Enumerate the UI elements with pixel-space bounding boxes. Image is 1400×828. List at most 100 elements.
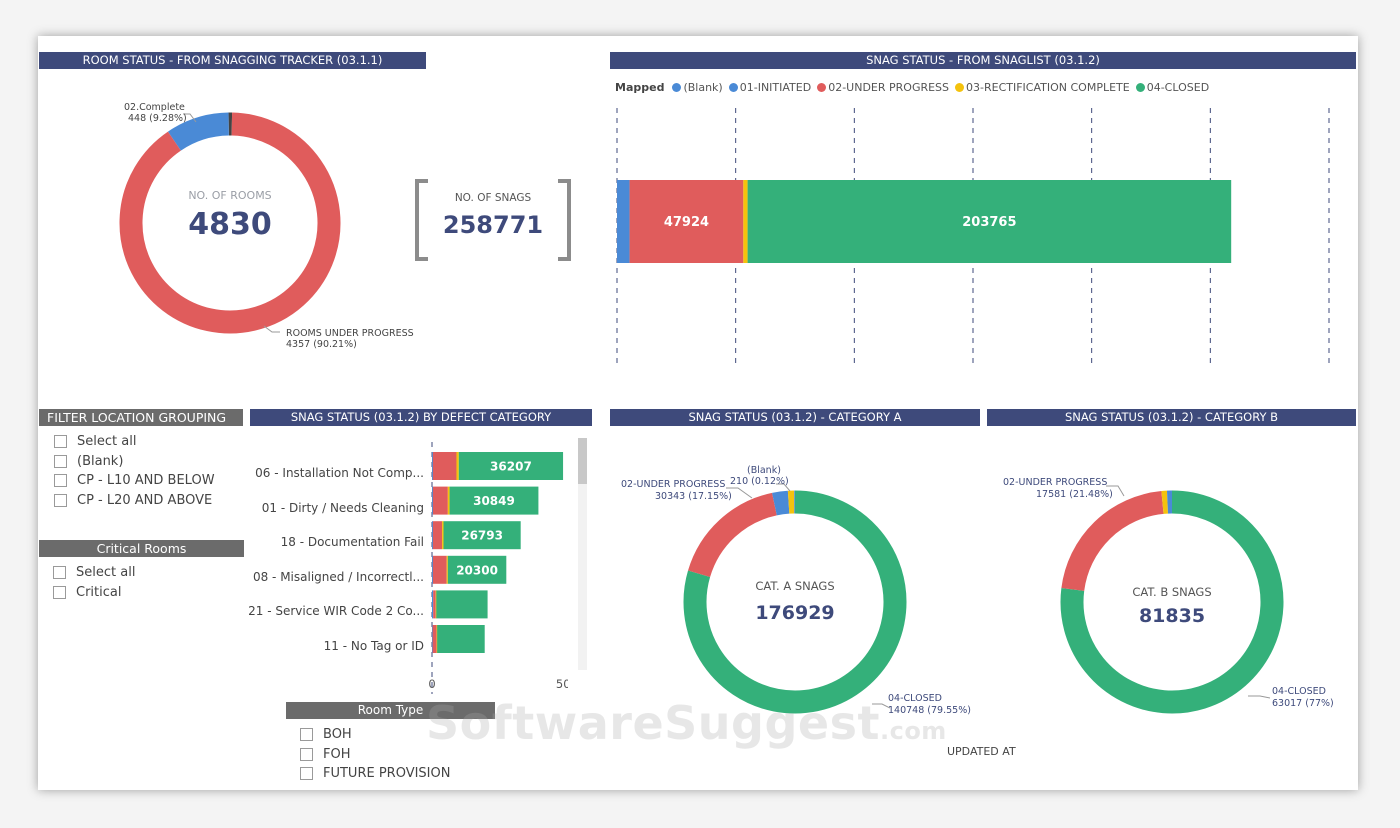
- legend-label: 04-CLOSED: [1146, 81, 1210, 94]
- checkbox[interactable]: [53, 566, 66, 580]
- cat-a-blank-value: 210 (0.12%): [730, 476, 789, 487]
- progress-slice-value: 4357 (90.21%): [286, 339, 357, 350]
- legend-dot-icon: [817, 83, 827, 92]
- defect-bar-red[interactable]: [432, 625, 437, 653]
- defect-bar-blue[interactable]: [432, 590, 434, 619]
- bar-segment-blank[interactable]: [617, 180, 630, 263]
- defect-bar-red[interactable]: [432, 452, 457, 480]
- defect-bar-yellow[interactable]: [442, 521, 444, 550]
- checkbox[interactable]: [300, 767, 313, 781]
- defect-bar-blue[interactable]: [432, 521, 433, 550]
- defect-bar-red[interactable]: [432, 486, 448, 515]
- defect-bar-yellow[interactable]: [435, 590, 437, 619]
- defect-bar-green[interactable]: [447, 555, 507, 584]
- location-item-l10[interactable]: CP - L10 AND BELOW: [54, 471, 215, 491]
- cat-a-closed-label: 04-CLOSED: [888, 693, 942, 704]
- critical-item-critical[interactable]: Critical: [53, 583, 135, 603]
- location-item-label: Select all: [77, 434, 137, 450]
- checkbox[interactable]: [54, 435, 67, 449]
- legend-item[interactable]: 02-UNDER PROGRESS: [817, 81, 949, 94]
- snag-kpi-brackets: [415, 179, 571, 261]
- checkbox[interactable]: [54, 493, 67, 507]
- defect-bar-blue[interactable]: [432, 625, 433, 653]
- checkbox[interactable]: [54, 474, 67, 488]
- defect-bar-green[interactable]: [458, 452, 564, 480]
- critical-item-select-all[interactable]: Select all: [53, 563, 135, 583]
- donut-slice-under-progress[interactable]: [688, 492, 778, 578]
- critical-rooms-slicer: Select all Critical: [53, 563, 135, 602]
- defect-bar-yellow[interactable]: [456, 452, 459, 480]
- checkbox[interactable]: [300, 747, 313, 761]
- cat-b-progress-value: 17581 (21.48%): [1036, 489, 1113, 500]
- x-tick-label: 50,000: [556, 677, 568, 691]
- bar-data-label: 203765: [962, 215, 1016, 230]
- defect-bar-red[interactable]: [432, 521, 443, 550]
- defect-bar-blue[interactable]: [432, 555, 433, 584]
- defect-category-chart[interactable]: 0 50,000 36207 30849 26793 20300: [418, 438, 568, 694]
- defect-category-label: 21 - Service WIR Code 2 Co...: [248, 604, 424, 619]
- location-item-blank[interactable]: (Blank): [54, 452, 215, 472]
- roomtype-item-future[interactable]: FUTURE PROVISION: [300, 764, 450, 784]
- bar-segment-closed[interactable]: [747, 180, 1232, 263]
- legend-dot-icon: [955, 83, 965, 92]
- defect-bar-green[interactable]: [449, 486, 539, 515]
- defect-scrollbar-track[interactable]: [578, 438, 587, 670]
- defect-bar-green[interactable]: [436, 590, 488, 619]
- roomtype-item-boh[interactable]: BOH: [300, 725, 450, 745]
- location-filter-slicer: Select all (Blank) CP - L10 AND BELOW CP…: [54, 432, 215, 510]
- legend-item[interactable]: 01-INITIATED: [728, 81, 811, 94]
- donut-slice-complete[interactable]: [167, 112, 230, 151]
- category-b-header: SNAG STATUS (03.1.2) - CATEGORY B: [987, 409, 1356, 426]
- dashboard-canvas: ROOM STATUS - FROM SNAGGING TRACKER (03.…: [38, 36, 1358, 790]
- cat-a-center-value: 176929: [755, 602, 835, 624]
- legend-item[interactable]: 04-CLOSED: [1135, 81, 1210, 94]
- category-b-donut[interactable]: [1059, 489, 1285, 715]
- defect-bar-red[interactable]: [432, 555, 447, 584]
- legend-item[interactable]: 03-RECTIFICATION COMPLETE: [955, 81, 1130, 94]
- defect-bar-green[interactable]: [437, 625, 485, 653]
- donut-slice-under-progress[interactable]: [119, 112, 341, 334]
- category-a-header: SNAG STATUS (03.1.2) - CATEGORY A: [610, 409, 980, 426]
- complete-slice-value: 448 (9.28%): [128, 113, 187, 124]
- defect-bar-red[interactable]: [433, 590, 436, 619]
- donut-slice-closed[interactable]: [1060, 490, 1284, 714]
- legend-dot-icon: [728, 83, 738, 92]
- bar-segment-under-progress[interactable]: [629, 180, 744, 263]
- rooms-center-label: NO. OF ROOMS: [188, 189, 272, 202]
- roomtype-item-foh[interactable]: FOH: [300, 745, 450, 765]
- location-item-l20[interactable]: CP - L20 AND ABOVE: [54, 491, 215, 511]
- category-a-donut[interactable]: [682, 489, 908, 715]
- cat-a-progress-value: 30343 (17.15%): [655, 491, 732, 502]
- defect-bar-value-label: 30849: [473, 494, 515, 508]
- complete-leader-line: [183, 113, 197, 123]
- defect-bar-yellow[interactable]: [447, 486, 450, 515]
- defect-bar-yellow[interactable]: [446, 555, 448, 584]
- rooms-center-value: 4830: [188, 207, 272, 242]
- defect-bar-blue[interactable]: [432, 452, 433, 480]
- donut-slice-closed[interactable]: [683, 490, 907, 714]
- donut-slice-initiated[interactable]: [772, 490, 790, 516]
- watermark-main: SoftwareSuggest: [426, 696, 880, 750]
- location-filter-header: FILTER LOCATION GROUPING: [39, 409, 243, 426]
- updated-at-label: UPDATED AT: [947, 745, 1016, 758]
- location-item-select-all[interactable]: Select all: [54, 432, 215, 452]
- checkbox[interactable]: [54, 454, 67, 468]
- bar-segment-rectification[interactable]: [743, 180, 748, 263]
- defect-bar-blue[interactable]: [432, 486, 433, 515]
- checkbox[interactable]: [53, 585, 66, 599]
- checkbox[interactable]: [300, 728, 313, 742]
- legend-item[interactable]: (Blank): [672, 81, 723, 94]
- cat-a-closed-leader: [872, 703, 891, 709]
- room-leader-lines: [183, 113, 280, 333]
- critical-item-label: Select all: [76, 565, 136, 581]
- defect-bar-value-label: 20300: [456, 563, 498, 577]
- snag-status-bar-chart[interactable]: 050,000100,000150,000200,000250,000300,0…: [598, 106, 1358, 366]
- defect-category-label: 06 - Installation Not Comp...: [255, 466, 424, 480]
- defect-scrollbar-thumb[interactable]: [578, 438, 587, 484]
- room-status-donut[interactable]: [118, 111, 342, 335]
- legend-dot-icon: [672, 83, 682, 92]
- donut-slice-under-progress[interactable]: [1061, 491, 1164, 592]
- room-type-header: Room Type: [286, 702, 495, 719]
- defect-bar-green[interactable]: [443, 521, 521, 550]
- defect-bar-yellow[interactable]: [436, 625, 438, 653]
